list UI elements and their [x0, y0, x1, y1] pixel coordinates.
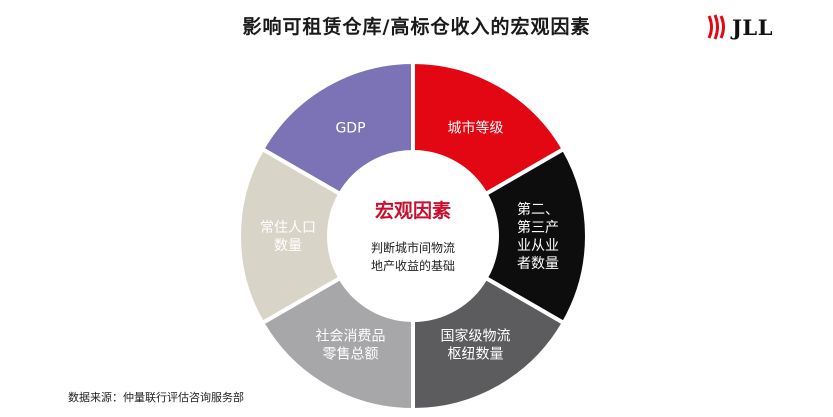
jll-logo-icon	[707, 14, 725, 40]
data-source-note: 数据来源：仲量联行评估咨询服务部	[68, 391, 244, 404]
segment-1-label-line-1: 城市等级	[448, 120, 504, 137]
logo-text: JLL	[732, 14, 773, 40]
center-subtitle-line-1: 判断城市间物流	[371, 240, 455, 255]
jll-logo: JLL	[706, 12, 773, 42]
page-title: 影响可租赁仓库/高标仓收入的宏观因素	[242, 16, 591, 38]
center-circle	[329, 152, 497, 320]
segment-4-label-line-2: 零售总额	[323, 346, 379, 362]
segment-2-label-line-1: 第二、	[517, 201, 559, 218]
segment-6-label-line-1: GDP	[335, 121, 365, 137]
center-subtitle-line-2: 地产收益的基础	[371, 258, 455, 273]
segment-2-label-line-3: 业从业	[517, 238, 559, 254]
segment-3-label-line-1: 国家级物流	[441, 327, 511, 344]
segment-5-label-line-1: 常住人口	[260, 220, 316, 236]
segment-4-label-line-1: 社会消费品	[316, 328, 386, 344]
center-title: 宏观因素	[375, 199, 451, 222]
segment-2-label-line-2: 第三产	[517, 219, 559, 236]
segment-5-label-line-2: 数量	[274, 238, 302, 254]
segment-2-label-line-4: 者数量	[517, 256, 559, 272]
segment-3-label-line-2: 枢纽数量	[448, 346, 504, 362]
